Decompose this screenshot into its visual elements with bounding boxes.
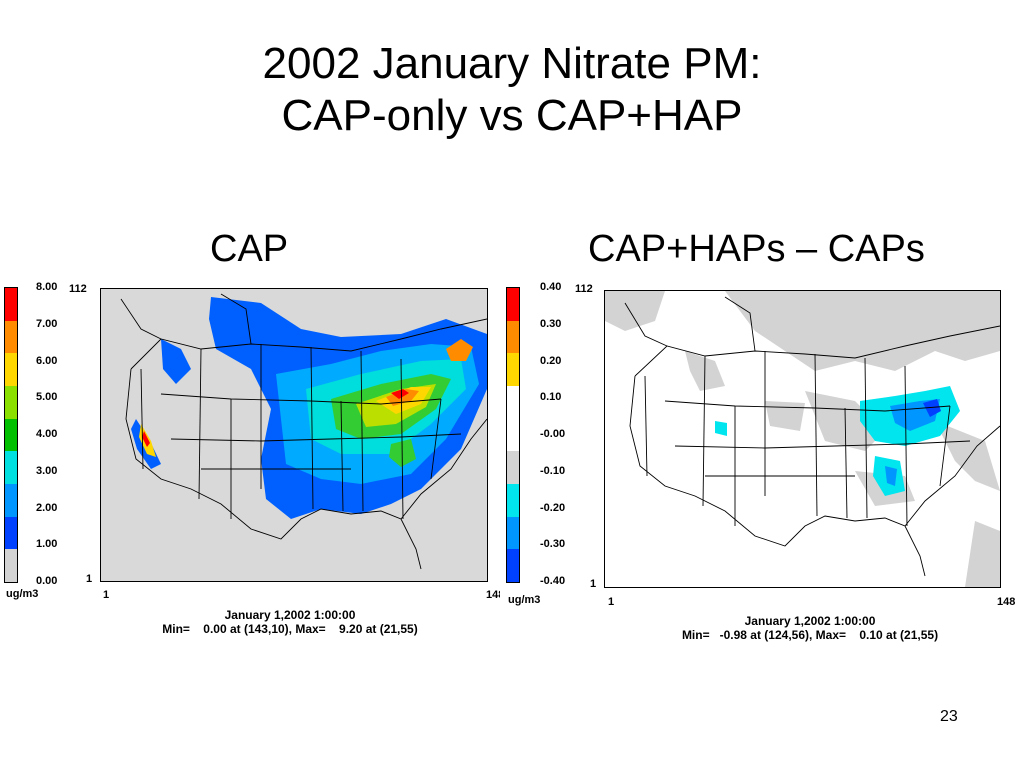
cap-panel-heading: CAP [210,228,289,270]
hap-colorbar-tick-label: -0.30 [540,538,566,551]
cap-colorbar-tick-label: 6.00 [36,354,58,367]
hap-row-max-label: 112 [575,283,593,295]
slide-title-line-2: CAP-only vs CAP+HAP [281,91,743,140]
hap-map [604,290,1001,588]
hap-colorbar-segment [507,483,519,517]
hap-difference-field [715,386,960,496]
cap-colorbar-segment [5,483,17,517]
hap-panel-heading: CAP+HAPs – CAPs [588,228,925,270]
cap-colorbar-segment [5,451,17,484]
hap-col-max-label: 148 [997,596,1016,608]
hap-date: January 1,2002 1:00:00 [744,614,876,628]
cap-colorbar-segment [5,549,17,582]
cap-colorbar-tick-label: 1.00 [36,538,58,551]
hap-colorbar-segment [507,418,519,452]
slide-title-line-1: 2002 January Nitrate PM: [262,39,762,88]
hap-col-min-label: 1 [608,596,615,608]
cap-colorbar-tick-label: 8.00 [36,281,58,293]
hap-boundaries [624,296,1000,577]
cap-colorbar-tick-label: 3.00 [36,464,58,477]
page-number: 23 [940,708,958,725]
cap-colorbar-tick-label: 0.00 [36,575,58,587]
cap-colorbar-segment [5,516,17,550]
cap-colorbar [4,287,18,583]
hap-colorbar-segment [507,385,519,419]
cap-colorbar-tick-label: 4.00 [36,428,58,440]
cap-colorbar-segment [5,353,17,386]
cap-concentration-field [131,297,487,519]
hap-colorbar-tick-label: -0.40 [540,575,566,587]
cap-col-max-label: 148 [486,589,500,601]
cap-unit-label: ug/m3 [6,588,39,600]
cap-caption: January 1,2002 1:00:00 Min= 0.00 at (143… [120,608,460,636]
cap-map [100,288,488,582]
hap-colorbar-tick-label: 0.10 [540,391,562,404]
hap-colorbar-segment [507,353,519,386]
cap-row-min-label: 1 [86,573,93,585]
cap-colorbar-segment [5,385,17,419]
cap-col-min-label: 1 [103,589,110,601]
cap-boundaries [120,293,487,570]
cap-date: January 1,2002 1:00:00 [224,608,356,622]
hap-colorbar-segment [507,320,519,354]
hap-colorbar-tick-label: -0.00 [540,428,566,440]
hap-caption: January 1,2002 1:00:00 Min= -0.98 at (12… [630,614,990,642]
cap-minmax: Min= 0.00 at (143,10), Max= 9.20 at (21,… [162,622,418,636]
cap-colorbar-segment [5,320,17,354]
hap-colorbar [506,287,520,583]
hap-colorbar-tick-label: -0.10 [540,464,566,477]
hap-gray-field [605,291,1000,587]
hap-colorbar-tick-label: 0.40 [540,281,562,293]
slide-title: 2002 January Nitrate PM: CAP-only vs CAP… [0,38,1024,142]
cap-colorbar-tick-label: 7.00 [36,317,58,330]
cap-colorbar-segment [5,418,17,452]
cap-colorbar-tick-label: 2.00 [36,501,58,514]
hap-colorbar-tick-label: -0.20 [540,501,566,514]
cap-colorbar-tick-label: 5.00 [36,391,58,404]
hap-minmax: Min= -0.98 at (124,56), Max= 0.10 at (21… [681,628,939,642]
hap-unit-label: ug/m3 [508,594,541,606]
hap-colorbar-tick-label: 0.30 [540,317,562,330]
hap-colorbar-segment [507,451,519,484]
hap-row-min-label: 1 [590,578,597,590]
hap-colorbar-tick-label: 0.20 [540,354,562,367]
hap-colorbar-segment [507,516,519,550]
cap-colorbar-segment [5,288,17,321]
cap-row-max-label: 112 [69,283,87,295]
hap-colorbar-segment [507,549,519,582]
hap-colorbar-segment [507,288,519,321]
